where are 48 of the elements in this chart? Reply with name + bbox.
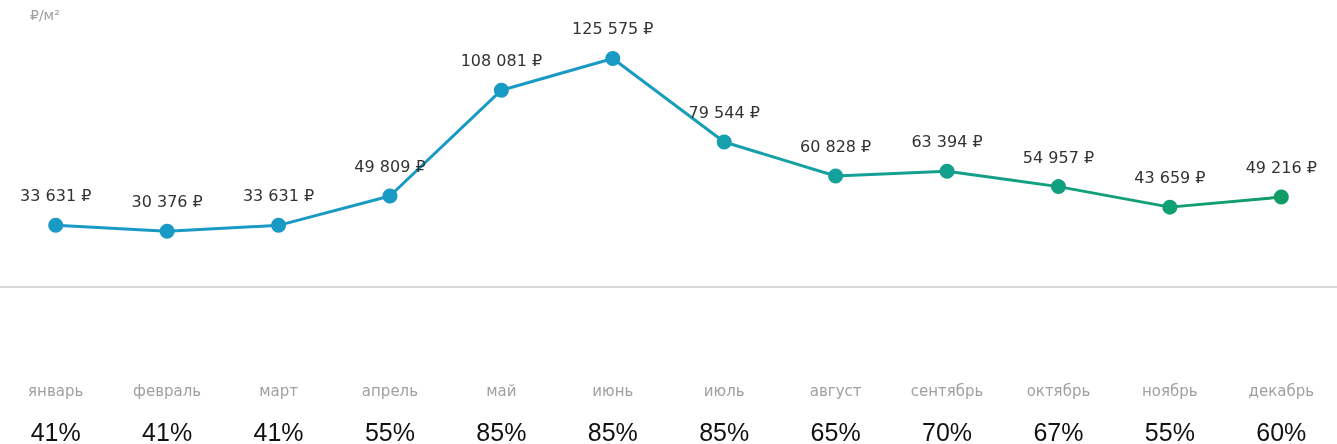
point — [1050, 179, 1066, 195]
x-tick-label: август — [809, 381, 862, 400]
data-label: 54 957 ₽ — [1022, 147, 1095, 167]
x-tick-label: сентябрь — [910, 381, 984, 400]
data-label: 79 544 ₽ — [688, 103, 760, 122]
x-tick-label: декабрь — [1248, 381, 1315, 400]
data-label: 33 631 ₽ — [242, 186, 315, 206]
data-label: 125 575 ₽ — [572, 19, 654, 39]
data-label: 49 216 ₽ — [1245, 158, 1317, 178]
y-axis-title: ₽/м² — [30, 7, 60, 23]
x-tick-label: июнь — [592, 381, 634, 400]
data-label: 30 376 ₽ — [131, 192, 203, 212]
point — [48, 217, 64, 233]
text: 41% — [253, 417, 304, 444]
text: 55% — [364, 417, 415, 444]
text: 65% — [810, 417, 861, 444]
point — [1162, 199, 1178, 215]
x-tick-label: ноябрь — [1142, 381, 1198, 400]
point — [828, 168, 844, 184]
point — [939, 163, 955, 179]
text: 85% — [699, 417, 750, 444]
point — [159, 223, 175, 239]
x-tick-label: февраль — [133, 381, 202, 400]
point — [1273, 189, 1289, 205]
data-label: 33 631 ₽ — [20, 186, 92, 206]
point — [271, 217, 287, 233]
x-tick-label: январь — [28, 381, 84, 400]
data-label: 43 659 ₽ — [1134, 168, 1206, 188]
point — [716, 134, 732, 150]
x-tick-label: март — [259, 381, 299, 400]
point — [493, 82, 509, 98]
data-label: 60 828 ₽ — [800, 136, 872, 156]
data-label: 108 081 ₽ — [460, 51, 543, 71]
text: 67% — [1033, 417, 1084, 444]
text: 85% — [587, 417, 638, 444]
data-label: 63 394 ₽ — [911, 132, 983, 152]
text: 70% — [922, 417, 973, 444]
x-tick-label: апрель — [361, 381, 419, 400]
point — [382, 188, 398, 204]
text: 41% — [142, 417, 193, 444]
text: 55% — [1144, 417, 1195, 444]
text: 85% — [476, 417, 527, 444]
point — [605, 50, 621, 66]
text: 41% — [30, 417, 81, 444]
x-tick-label: октябрь — [1026, 381, 1091, 400]
x-tick-label: июль — [703, 381, 745, 400]
text: 60% — [1256, 417, 1307, 444]
x-tick-label: май — [486, 381, 517, 400]
